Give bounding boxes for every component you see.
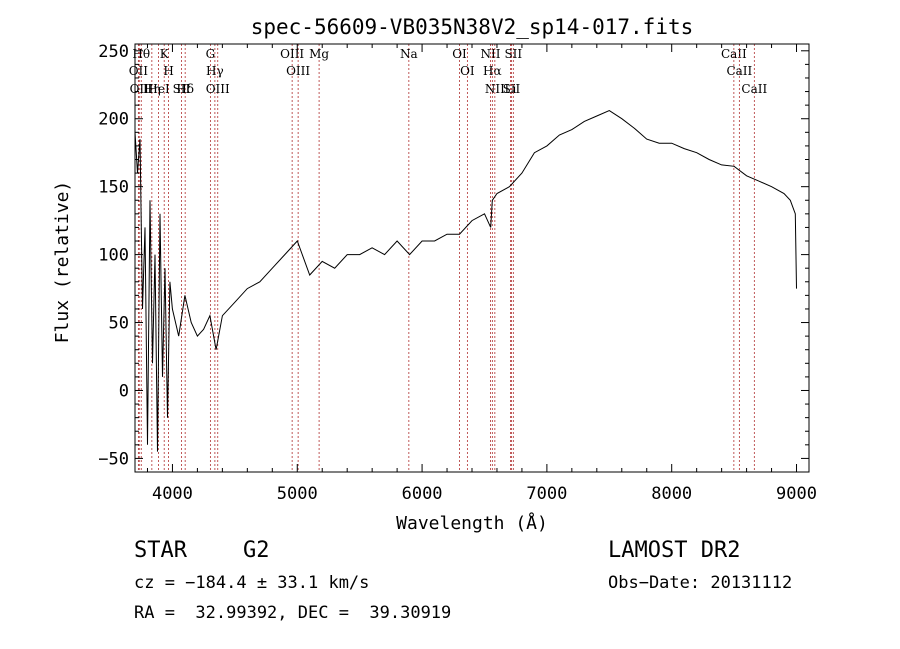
spectral-line-label: G: [206, 47, 216, 61]
object-subclass: G2: [243, 538, 270, 563]
spectral-line-label: OI: [460, 64, 475, 78]
spectral-line-label: CaII: [721, 47, 747, 61]
spectral-line-label: CaII: [726, 64, 752, 78]
y-axis-label: Flux (relative): [52, 181, 73, 344]
spectral-line-label: OIII: [286, 64, 310, 78]
redshift-cz: cz = −184.4 ± 33.1 km/s: [134, 573, 370, 593]
spectral-line-label: Mg: [309, 47, 329, 61]
spectral-line-label: OIII: [280, 47, 304, 61]
y-tick-label: 50: [109, 314, 129, 334]
x-tick-label: 4000: [152, 484, 193, 504]
spectrum-line: [134, 110, 797, 452]
spectral-line-label: HeI: [147, 82, 170, 96]
spectral-line-label: Hγ: [206, 64, 224, 78]
y-tick-label: 0: [119, 381, 129, 401]
observation-date: Obs−Date: 20131112: [608, 573, 793, 593]
spectral-line-label: NII: [480, 47, 500, 61]
series-layer: [134, 110, 797, 452]
object-class: STAR: [134, 538, 187, 563]
spectral-line-label: OII: [129, 64, 149, 78]
y-tick-label: 150: [98, 178, 129, 198]
axes-layer: 4000 5000 6000 7000 8000 9000 −50 0 50 100 150 200 2…: [98, 42, 817, 504]
spectral-line-label: Li: [505, 82, 517, 96]
x-tick-label: 8000: [651, 484, 692, 504]
spectral-line-label: OIII: [206, 82, 230, 96]
spectral-line-label: NII: [485, 82, 505, 96]
chart-title: spec-56609-VB035N38V2_sp14-017.fits: [251, 15, 694, 39]
x-tick-label: 7000: [526, 484, 567, 504]
spectral-line-label: Hδ: [176, 82, 194, 96]
survey-label: LAMOST DR2: [608, 538, 741, 563]
plot-frame: [134, 43, 810, 473]
spectral-line-label: SII: [504, 47, 522, 61]
y-tick-label: 100: [98, 246, 129, 266]
spectral-line-label: K: [160, 47, 170, 61]
spectral-line-label: OII: [130, 82, 150, 96]
x-tick-label: 6000: [402, 484, 443, 504]
spectral-line-label: SII: [173, 82, 191, 96]
spectral-line-label: H: [163, 64, 173, 78]
x-axis-label: Wavelength (Å): [396, 512, 548, 534]
spectral-line-label: OI: [452, 47, 467, 61]
y-tick-label: −50: [98, 449, 129, 469]
spectral-line-label: SII: [503, 82, 521, 96]
spectral-line-label: CaII: [741, 82, 767, 96]
y-tick-label: 200: [98, 110, 129, 130]
spectral-line-label: Hη: [143, 82, 161, 96]
y-tick-label: 250: [98, 42, 129, 62]
spectral-line-label: Hα: [483, 64, 502, 78]
x-tick-label: 9000: [776, 484, 817, 504]
ra-dec: RA = 32.99392, DEC = 39.30919: [134, 603, 452, 623]
x-tick-label: 5000: [277, 484, 318, 504]
spectral-line-label: Na: [400, 47, 418, 61]
